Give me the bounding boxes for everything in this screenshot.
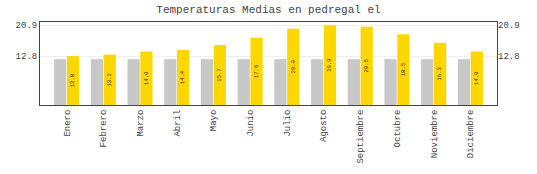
- svg-text:Mayo: Mayo: [209, 110, 219, 132]
- svg-text:20.9: 20.9: [326, 58, 333, 71]
- svg-text:20.9: 20.9: [498, 21, 520, 31]
- svg-text:12.8: 12.8: [69, 74, 76, 87]
- svg-text:Octubre: Octubre: [393, 110, 403, 148]
- svg-text:14.0: 14.0: [473, 72, 480, 85]
- svg-text:12.8: 12.8: [16, 52, 38, 62]
- svg-text:Septiembre: Septiembre: [356, 110, 366, 164]
- svg-text:Noviembre: Noviembre: [430, 110, 440, 159]
- svg-text:Febrero: Febrero: [99, 110, 109, 148]
- svg-text:Marzo: Marzo: [136, 110, 146, 137]
- svg-text:Temperaturas Medias en pedrega: Temperaturas Medias en pedregal el: [156, 4, 380, 16]
- svg-text:Julio: Julio: [283, 110, 293, 137]
- svg-text:Agosto: Agosto: [319, 110, 329, 142]
- svg-text:Enero: Enero: [63, 110, 73, 137]
- svg-text:13.2: 13.2: [106, 73, 113, 86]
- svg-text:17.6: 17.6: [253, 65, 260, 78]
- svg-text:Abril: Abril: [173, 110, 183, 137]
- svg-text:20.0: 20.0: [290, 60, 297, 73]
- svg-text:16.3: 16.3: [436, 67, 443, 80]
- svg-text:20.5: 20.5: [363, 59, 370, 72]
- svg-text:12.8: 12.8: [498, 52, 520, 62]
- svg-text:14.0: 14.0: [143, 72, 150, 85]
- svg-text:14.4: 14.4: [179, 70, 186, 84]
- svg-text:15.7: 15.7: [216, 68, 223, 81]
- svg-text:20.9: 20.9: [16, 21, 38, 31]
- svg-text:18.5: 18.5: [400, 63, 407, 76]
- svg-text:Junio: Junio: [246, 110, 256, 137]
- svg-text:Diciembre: Diciembre: [466, 110, 476, 159]
